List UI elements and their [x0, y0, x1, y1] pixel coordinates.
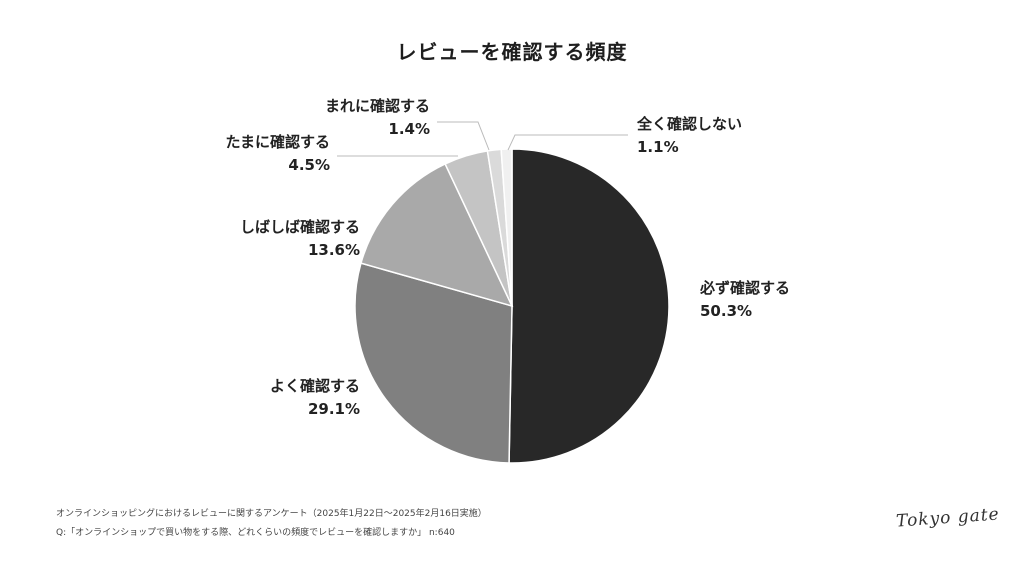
slice-label: たまに確認する [225, 133, 330, 151]
leader-line [437, 121, 490, 151]
pie-slice [508, 148, 670, 464]
pie-slice [360, 162, 514, 308]
survey-note: オンラインショッピングにおけるレビューに関するアンケート（2025年1月22日～… [56, 509, 487, 519]
slice-label: しばしば確認する [240, 218, 360, 236]
leader-line [507, 134, 628, 151]
slice-value-label: 13.6% [308, 241, 360, 259]
chart-title: レビューを確認する頻度 [396, 40, 628, 64]
slice-value-label: 1.4% [388, 120, 430, 138]
pie-slice [354, 262, 513, 464]
slice-label: まれに確認する [325, 97, 430, 115]
pie-slice [500, 148, 513, 307]
slice-value-label: 1.1% [637, 138, 679, 156]
slice-value-label: 29.1% [308, 400, 360, 418]
slice-value-label: 4.5% [288, 156, 330, 174]
slice-label: 必ず確認する [699, 279, 790, 297]
slice-label: よく確認する [270, 377, 360, 395]
slice-value-label: 50.3% [700, 302, 752, 320]
question-note: Q:「オンラインショップで買い物をする際、どれくらいの頻度でレビューを確認します… [56, 528, 455, 538]
slice-label: 全く確認しない [636, 115, 742, 133]
